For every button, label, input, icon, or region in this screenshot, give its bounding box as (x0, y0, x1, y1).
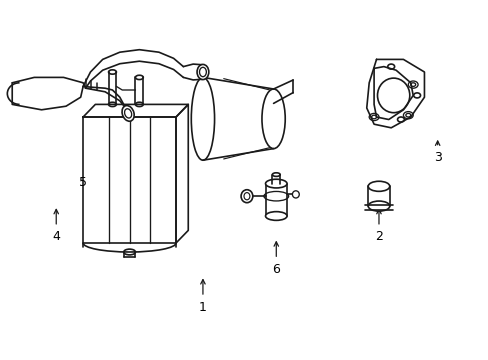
Text: 3: 3 (433, 151, 441, 164)
Ellipse shape (292, 191, 299, 198)
Text: 5: 5 (79, 176, 87, 189)
Text: 2: 2 (374, 230, 382, 243)
Ellipse shape (197, 64, 208, 80)
Ellipse shape (191, 77, 214, 160)
Text: 1: 1 (199, 301, 206, 314)
Ellipse shape (241, 190, 252, 203)
Ellipse shape (367, 181, 389, 191)
Ellipse shape (262, 89, 285, 149)
Text: 4: 4 (52, 230, 60, 243)
Ellipse shape (122, 105, 134, 121)
Text: 6: 6 (272, 263, 280, 276)
Ellipse shape (265, 212, 286, 220)
Ellipse shape (367, 201, 389, 211)
Ellipse shape (265, 179, 286, 188)
